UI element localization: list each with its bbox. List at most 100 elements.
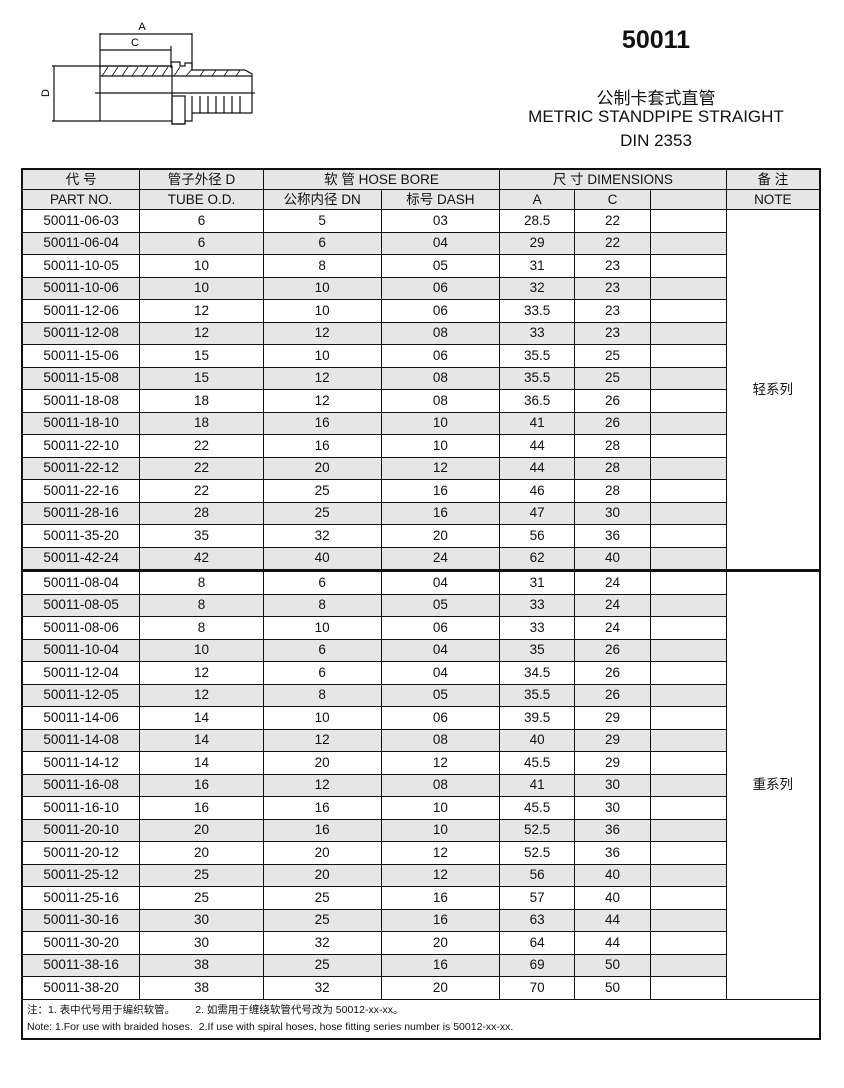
- cell-hose-dn: 6: [262, 231, 382, 255]
- cell-dim-c: 40: [574, 863, 651, 887]
- cell-dim-c: 23: [574, 299, 651, 323]
- cell-dim-c: 50: [574, 953, 651, 977]
- table-row: 50011-14-08 14 12 08 40 29: [21, 728, 820, 752]
- cell-part-no: 50011-14-08: [21, 728, 141, 752]
- table-row: 50011-12-05 12 8 05 35.5 26: [21, 683, 820, 707]
- table-row: 50011-20-12 20 20 12 52.5 36: [21, 841, 820, 865]
- cell-hose-dash: 06: [380, 616, 501, 640]
- cell-part-no: 50011-06-03: [21, 209, 141, 233]
- cell-tube-od: 14: [139, 706, 264, 730]
- header-a: A: [499, 189, 576, 210]
- cell-hose-dn: 20: [262, 841, 382, 865]
- cell-blank: [649, 231, 727, 255]
- cell-tube-od: 18: [139, 389, 264, 413]
- title-english: METRIC STANDPIPE STRAIGHT: [528, 107, 784, 126]
- cell-hose-dn: 10: [262, 616, 382, 640]
- cell-tube-od: 12: [139, 683, 264, 707]
- cell-blank: [649, 389, 727, 413]
- table-row: 50011-10-05 10 8 05 31 23: [21, 254, 820, 278]
- cell-tube-od: 14: [139, 751, 264, 775]
- cell-tube-od: 22: [139, 434, 264, 458]
- cell-dim-c: 26: [574, 411, 651, 435]
- cell-hose-dn: 16: [262, 818, 382, 842]
- cell-tube-od: 16: [139, 796, 264, 820]
- cell-dim-c: 23: [574, 321, 651, 345]
- cell-tube-od: 22: [139, 456, 264, 480]
- cell-part-no: 50011-38-16: [21, 953, 141, 977]
- table-row: 50011-28-16 28 25 16 47 30: [21, 501, 820, 525]
- cell-hose-dn: 6: [262, 661, 382, 685]
- cell-hose-dash: 08: [380, 321, 501, 345]
- cell-hose-dn: 32: [262, 524, 382, 548]
- cell-dim-a: 33: [499, 593, 576, 617]
- cell-hose-dn: 16: [262, 434, 382, 458]
- cell-blank: [649, 299, 727, 323]
- cell-blank: [649, 863, 727, 887]
- cell-dim-c: 25: [574, 366, 651, 390]
- table-row: 50011-38-20 38 32 20 70 50: [21, 976, 820, 1000]
- cell-blank: [649, 456, 727, 480]
- cell-hose-dash: 20: [380, 976, 501, 1000]
- cell-part-no: 50011-10-05: [21, 254, 141, 278]
- cell-dim-c: 28: [574, 479, 651, 503]
- cell-dim-a: 41: [499, 411, 576, 435]
- cell-dim-c: 29: [574, 706, 651, 730]
- cell-blank: [649, 479, 727, 503]
- cell-tube-od: 10: [139, 276, 264, 300]
- table-row: 50011-15-06 15 10 06 35.5 25: [21, 344, 820, 368]
- cell-tube-od: 8: [139, 569, 264, 595]
- cell-tube-od: 8: [139, 616, 264, 640]
- cell-hose-dn: 25: [262, 908, 382, 932]
- cell-hose-dash: 12: [380, 863, 501, 887]
- note-cn-2: 2. 如需用于缠绕软管代号改为 50012-xx-xx。: [195, 1003, 404, 1016]
- cell-tube-od: 25: [139, 886, 264, 910]
- cell-hose-dash: 16: [380, 501, 501, 525]
- cell-hose-dn: 10: [262, 276, 382, 300]
- cell-blank: [649, 773, 727, 797]
- table-row: 50011-06-04 6 6 04 29 22: [21, 231, 820, 255]
- header-note-cn: 备 注: [725, 168, 821, 190]
- cell-blank: [649, 366, 727, 390]
- cell-blank: [649, 661, 727, 685]
- cell-dim-a: 28.5: [499, 209, 576, 233]
- cell-part-no: 50011-25-12: [21, 863, 141, 887]
- cell-dim-a: 34.5: [499, 661, 576, 685]
- cell-tube-od: 12: [139, 661, 264, 685]
- table-row: 50011-42-24 42 40 24 62 40: [21, 546, 820, 571]
- cell-part-no: 50011-12-05: [21, 683, 141, 707]
- cell-dim-a: 52.5: [499, 841, 576, 865]
- header-dimensions: 尺 寸 DIMENSIONS: [499, 168, 727, 190]
- cell-hose-dash: 04: [380, 638, 501, 662]
- cell-dim-a: 31: [499, 569, 576, 595]
- cell-blank: [649, 411, 727, 435]
- cell-hose-dn: 8: [262, 683, 382, 707]
- cell-dim-c: 36: [574, 841, 651, 865]
- cell-tube-od: 42: [139, 546, 264, 571]
- cell-hose-dash: 06: [380, 706, 501, 730]
- dimension-label-c: C: [131, 37, 139, 49]
- cell-part-no: 50011-30-16: [21, 908, 141, 932]
- cell-dim-a: 35.5: [499, 344, 576, 368]
- cell-blank: [649, 953, 727, 977]
- cell-hose-dash: 05: [380, 683, 501, 707]
- cell-hose-dn: 12: [262, 366, 382, 390]
- cell-blank: [649, 796, 727, 820]
- cell-hose-dash: 08: [380, 366, 501, 390]
- cell-dim-c: 50: [574, 976, 651, 1000]
- cell-blank: [649, 524, 727, 548]
- table-row: 50011-15-08 15 12 08 35.5 25: [21, 366, 820, 390]
- table-row: 50011-08-04 8 6 04 31 24 重系列: [21, 569, 821, 1000]
- cell-hose-dash: 16: [380, 886, 501, 910]
- cell-tube-od: 30: [139, 931, 264, 955]
- cell-dim-a: 40: [499, 728, 576, 752]
- cell-part-no: 50011-14-06: [21, 706, 141, 730]
- cell-blank: [649, 638, 727, 662]
- cell-dim-a: 41: [499, 773, 576, 797]
- cell-dim-a: 56: [499, 863, 576, 887]
- cell-hose-dash: 06: [380, 344, 501, 368]
- cell-part-no: 50011-18-08: [21, 389, 141, 413]
- cell-blank: [649, 569, 727, 595]
- header-part-no: PART NO.: [21, 189, 141, 210]
- cell-hose-dash: 04: [380, 661, 501, 685]
- cell-dim-c: 29: [574, 728, 651, 752]
